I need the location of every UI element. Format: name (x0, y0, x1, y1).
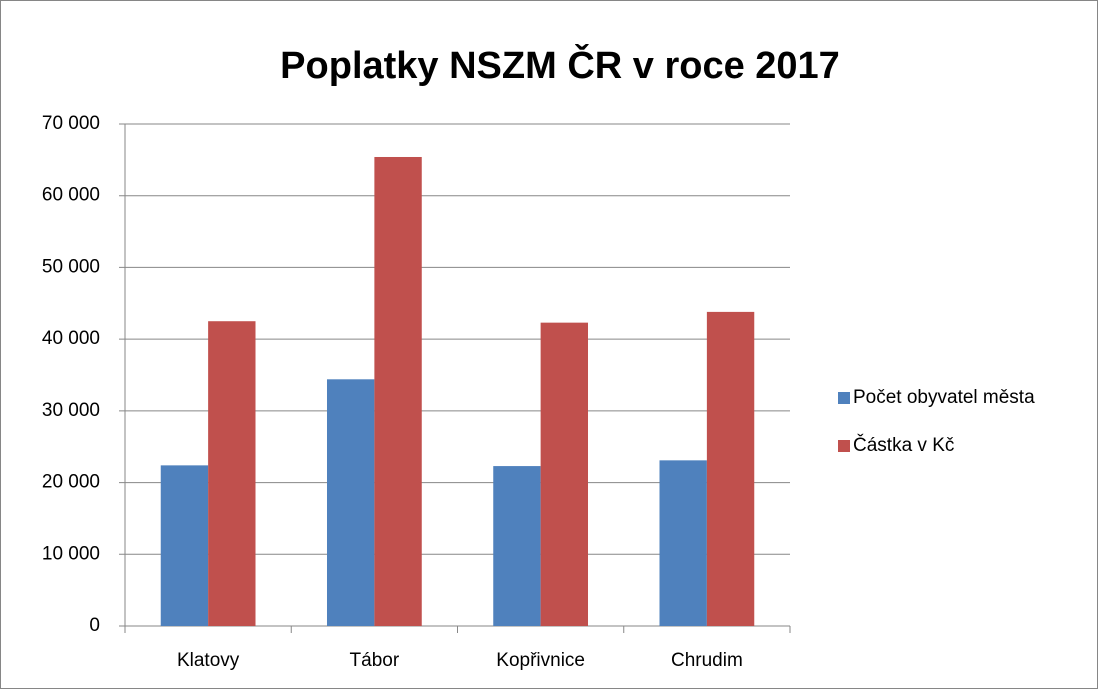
bar (208, 321, 256, 626)
bar (160, 465, 209, 626)
y-tick-label: 60 000 (42, 185, 100, 206)
x-tick-label: Klatovy (177, 650, 240, 671)
legend-label: Částka v Kč (853, 434, 954, 456)
x-tick-label: Tábor (350, 650, 400, 671)
y-tick-label: 50 000 (42, 256, 100, 277)
bar (659, 460, 707, 626)
y-tick-label: 20 000 (42, 472, 100, 493)
y-tick-label: 40 000 (42, 328, 100, 349)
bar (540, 322, 589, 626)
chart-title: Poplatky NSZM ČR v roce 2017 (280, 42, 840, 87)
legend-swatch (838, 440, 850, 452)
legend-swatch (838, 392, 850, 404)
y-tick-label: 30 000 (42, 400, 100, 421)
bar (706, 311, 755, 626)
x-tick-label: Kopřivnice (496, 650, 585, 671)
y-tick-label: 10 000 (42, 543, 100, 564)
legend-label: Počet obyvatel města (853, 387, 1035, 408)
bar (374, 156, 422, 626)
bar (493, 466, 541, 626)
y-tick-label: 0 (89, 615, 100, 636)
bar (326, 379, 375, 626)
x-tick-label: Chrudim (671, 650, 743, 671)
y-tick-label: 70 000 (42, 113, 100, 134)
